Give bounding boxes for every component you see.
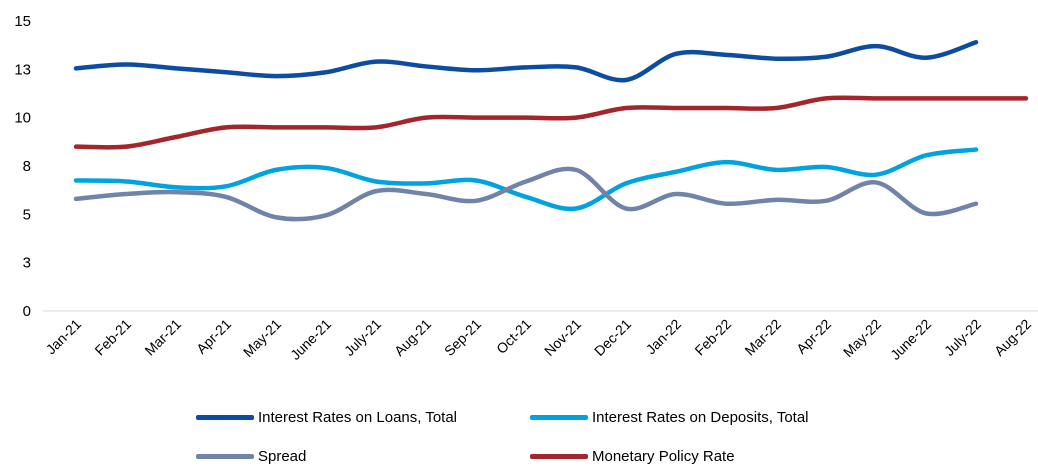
x-tick-label: Dec-21 — [591, 316, 634, 359]
legend-item-loans: Interest Rates on Loans, Total — [196, 409, 457, 426]
series-line-spread — [73, 166, 979, 222]
y-tick-label: 0 — [23, 303, 31, 320]
legend-swatch-loans — [196, 415, 254, 420]
x-tick-label: June-21 — [287, 316, 334, 363]
series-line-policy-rate — [73, 95, 1029, 150]
x-tick-label: June-22 — [887, 316, 934, 363]
series-line-deposits — [73, 147, 979, 212]
x-tick-label: Jan-21 — [43, 316, 85, 358]
y-tick-label: 10 — [14, 110, 31, 127]
legend-swatch-policy-rate — [530, 454, 588, 459]
legend-item-spread: Spread — [196, 448, 306, 465]
y-tick-label: 8 — [23, 158, 31, 175]
x-tick-label: July-22 — [941, 316, 984, 359]
legend-item-deposits: Interest Rates on Deposits, Total — [530, 409, 809, 426]
x-tick-label: Oct-21 — [493, 316, 534, 357]
legend-label-loans: Interest Rates on Loans, Total — [258, 409, 458, 426]
x-tick-label: May-21 — [240, 316, 284, 360]
x-tick-label: Feb-22 — [691, 316, 734, 359]
x-tick-label: July-21 — [341, 316, 384, 359]
x-tick-label: Apr-21 — [193, 316, 234, 357]
x-tick-label: Sep-21 — [441, 316, 484, 359]
y-tick-label: 3 — [23, 255, 31, 272]
x-axis-ticks: Jan-21 Feb-21 Mar-21 Apr-21 May-21 June-21 Jul… — [43, 316, 1035, 363]
x-tick-label: Apr-22 — [793, 316, 834, 357]
series-line-loans — [73, 40, 979, 83]
y-tick-label: 13 — [14, 61, 31, 78]
x-tick-label: Feb-21 — [91, 316, 134, 359]
x-tick-label: Mar-21 — [141, 316, 184, 359]
legend-label-deposits: Interest Rates on Deposits, Total — [592, 409, 809, 426]
x-tick-label: Aug-22 — [991, 316, 1034, 359]
y-axis-ticks: 0 3 5 8 10 13 15 — [14, 13, 31, 320]
legend: Interest Rates on Loans, Total Interest … — [0, 404, 1038, 467]
legend-swatch-spread — [196, 454, 254, 459]
series-lines — [73, 40, 1029, 222]
x-tick-label: Aug-21 — [391, 316, 434, 359]
x-tick-label: Mar-22 — [741, 316, 784, 359]
legend-item-policy-rate: Monetary Policy Rate — [530, 448, 735, 465]
y-tick-label: 5 — [23, 206, 31, 223]
x-tick-label: May-22 — [840, 316, 884, 360]
legend-label-spread: Spread — [258, 448, 307, 465]
x-tick-label: Jan-22 — [643, 316, 685, 358]
legend-swatch-deposits — [530, 415, 588, 420]
legend-label-policy-rate: Monetary Policy Rate — [592, 448, 735, 465]
x-tick-label: Nov-21 — [541, 316, 584, 359]
y-tick-label: 15 — [14, 13, 31, 30]
